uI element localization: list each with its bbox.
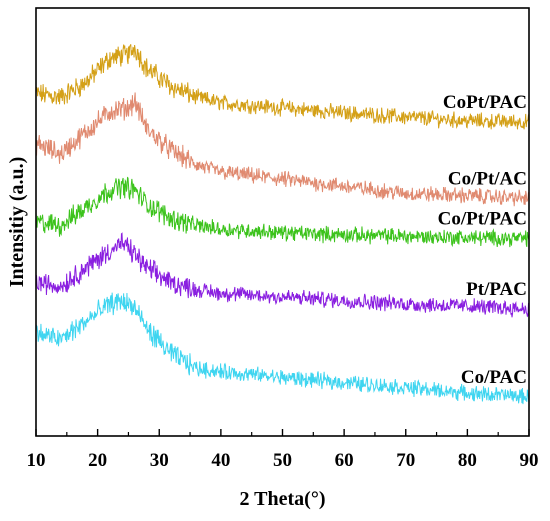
series-labels: CoPt/PAC Co/Pt/AC Co/Pt/PAC Pt/PAC Co/PAC <box>438 92 527 388</box>
x-tick-label: 40 <box>211 450 230 471</box>
series-label-copt-pac: CoPt/PAC <box>443 92 527 113</box>
series-line-co-pt-pac <box>35 176 530 248</box>
series-line-co-pt-ac <box>35 92 530 207</box>
x-tick-label: 60 <box>335 450 354 471</box>
series-line-pt-pac <box>35 232 530 318</box>
x-tick-label: 80 <box>458 450 477 471</box>
y-axis-label: Intensitiy (a.u.) <box>6 157 28 288</box>
x-tick-label: 10 <box>27 450 46 471</box>
series-line-copt-pac <box>35 44 530 130</box>
x-axis-label: 2 Theta(°) <box>240 488 326 510</box>
x-tick-label: 30 <box>150 450 169 471</box>
plot-traces <box>35 44 530 405</box>
x-tick-label: 20 <box>88 450 107 471</box>
x-tick-label: 90 <box>520 450 539 471</box>
x-tick-label: 70 <box>396 450 415 471</box>
x-tick-label: 50 <box>273 450 292 471</box>
x-axis-ticks: 10 20 30 40 50 60 70 80 90 <box>27 429 539 471</box>
series-label-co-pt-ac: Co/Pt/AC <box>448 168 527 189</box>
series-line-co-pac <box>35 292 530 405</box>
series-label-co-pt-pac: Co/Pt/PAC <box>438 208 527 229</box>
series-label-co-pac: Co/PAC <box>461 367 527 388</box>
series-label-pt-pac: Pt/PAC <box>466 279 527 300</box>
